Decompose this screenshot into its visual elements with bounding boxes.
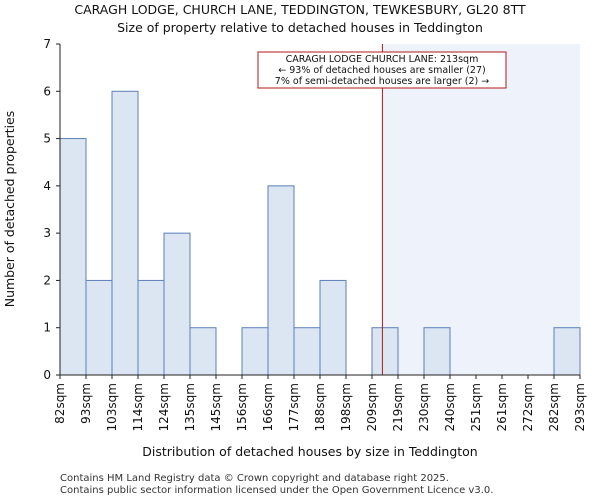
bar-82sqm	[59, 138, 87, 376]
bar-103sqm	[111, 90, 139, 376]
chart-title: CARAGH LODGE, CHURCH LANE, TEDDINGTON, T…	[74, 2, 526, 17]
x-tick-label-103sqm: 103sqm	[105, 383, 119, 431]
x-tick-label-93sqm: 93sqm	[79, 383, 93, 424]
bars-layer	[59, 44, 581, 376]
x-tick-label-209sqm: 209sqm	[365, 383, 379, 431]
x-tick-label-156sqm: 156sqm	[235, 383, 249, 431]
bar-124sqm	[163, 232, 191, 376]
y-tick-label-2: 2	[43, 273, 51, 287]
y-tick-label-6: 6	[43, 84, 51, 98]
y-tick-label-3: 3	[43, 226, 51, 240]
bar-188sqm	[319, 279, 347, 376]
larger-region-shade	[382, 44, 580, 375]
bar-282sqm	[553, 327, 581, 376]
x-tick-label-230sqm: 230sqm	[417, 383, 431, 431]
chart-subtitle: Size of property relative to detached ho…	[117, 20, 483, 35]
bar-156sqm	[241, 327, 269, 376]
bar-93sqm	[85, 279, 113, 376]
bar-177sqm	[293, 327, 321, 376]
x-tick-label-272sqm: 272sqm	[521, 383, 535, 431]
x-tick-label-188sqm: 188sqm	[313, 383, 327, 431]
y-axis-label: Number of detached properties	[2, 111, 17, 308]
annotation-line-1: CARAGH LODGE CHURCH LANE: 213sqm	[286, 54, 479, 65]
annotation-box: CARAGH LODGE CHURCH LANE: 213sqm ← 93% o…	[257, 51, 507, 89]
y-tick-label-4: 4	[43, 179, 51, 193]
x-tick-label-251sqm: 251sqm	[469, 383, 483, 431]
x-tick-label-135sqm: 135sqm	[183, 383, 197, 431]
x-tick-label-166sqm: 166sqm	[261, 383, 275, 431]
y-tick-label-0: 0	[43, 368, 51, 382]
bar-114sqm	[137, 279, 165, 376]
x-tick-label-282sqm: 282sqm	[547, 383, 561, 431]
bar-166sqm	[267, 185, 295, 376]
axes-layer: 0 1 2 3 4 5 6 7 82sqm 93sqm 103sqm 114sqm 124sqm 135s…	[43, 37, 587, 431]
x-tick-label-114sqm: 114sqm	[131, 383, 145, 431]
bar-135sqm	[189, 327, 217, 376]
x-tick-label-82sqm: 82sqm	[53, 383, 67, 424]
footer-line-2: Contains public sector information licen…	[60, 485, 494, 496]
x-tick-label-240sqm: 240sqm	[443, 383, 457, 431]
y-tick-label-5: 5	[43, 132, 51, 146]
x-tick-label-219sqm: 219sqm	[391, 383, 405, 431]
x-tick-label-198sqm: 198sqm	[339, 383, 353, 431]
footer-line-1: Contains HM Land Registry data © Crown c…	[60, 473, 449, 484]
x-tick-label-145sqm: 145sqm	[209, 383, 223, 431]
annotation-line-3: 7% of semi-detached houses are larger (2…	[275, 76, 489, 87]
x-tick-label-261sqm: 261sqm	[495, 383, 509, 431]
x-tick-label-293sqm: 293sqm	[573, 383, 587, 431]
bar-209sqm	[371, 327, 399, 376]
x-axis-label: Distribution of detached houses by size …	[142, 444, 477, 459]
y-tick-label-7: 7	[43, 37, 51, 51]
annotation-frame	[257, 51, 507, 89]
x-tick-label-124sqm: 124sqm	[157, 383, 171, 431]
bar-230sqm	[423, 327, 451, 376]
background-layer	[382, 44, 580, 375]
annotation-line-2: ← 93% of detached houses are smaller (27…	[278, 65, 485, 76]
x-tick-label-177sqm: 177sqm	[287, 383, 301, 431]
y-tick-label-1: 1	[43, 321, 51, 335]
